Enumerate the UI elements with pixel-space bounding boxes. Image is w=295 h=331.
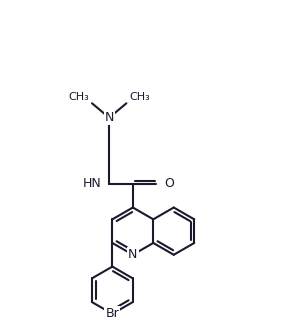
Text: O: O xyxy=(164,177,174,190)
Text: HN: HN xyxy=(83,177,101,190)
Text: CH₃: CH₃ xyxy=(68,92,89,102)
Text: N: N xyxy=(128,248,137,261)
Text: N: N xyxy=(104,111,114,124)
Text: CH₃: CH₃ xyxy=(130,92,150,102)
Text: Br: Br xyxy=(106,307,119,320)
